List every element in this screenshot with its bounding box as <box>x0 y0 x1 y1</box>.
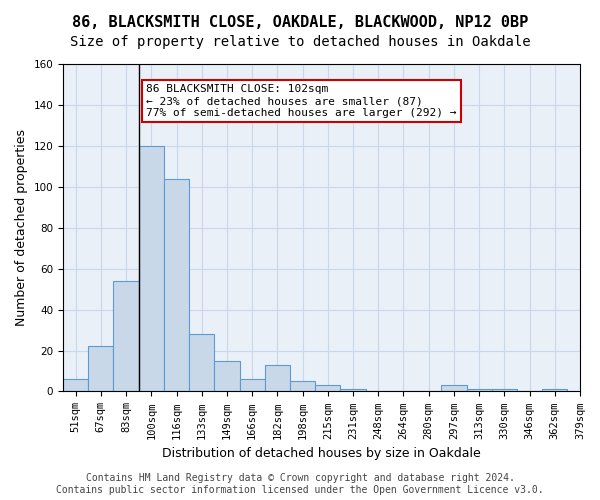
Bar <box>214 360 239 392</box>
Text: 86 BLACKSMITH CLOSE: 102sqm
← 23% of detached houses are smaller (87)
77% of sem: 86 BLACKSMITH CLOSE: 102sqm ← 23% of det… <box>146 84 457 117</box>
Text: 86, BLACKSMITH CLOSE, OAKDALE, BLACKWOOD, NP12 0BP: 86, BLACKSMITH CLOSE, OAKDALE, BLACKWOOD… <box>72 15 528 30</box>
Text: Size of property relative to detached houses in Oakdale: Size of property relative to detached ho… <box>70 35 530 49</box>
Bar <box>265 365 290 392</box>
Bar <box>113 281 139 392</box>
Bar <box>239 379 265 392</box>
Bar <box>315 386 340 392</box>
Y-axis label: Number of detached properties: Number of detached properties <box>15 129 28 326</box>
Bar <box>189 334 214 392</box>
Bar <box>467 390 492 392</box>
Bar <box>290 381 315 392</box>
Bar <box>542 390 568 392</box>
Bar <box>88 346 113 392</box>
Bar <box>492 390 517 392</box>
X-axis label: Distribution of detached houses by size in Oakdale: Distribution of detached houses by size … <box>162 447 481 460</box>
Bar <box>63 379 88 392</box>
Bar <box>139 146 164 392</box>
Bar <box>164 178 189 392</box>
Bar <box>340 390 365 392</box>
Text: Contains HM Land Registry data © Crown copyright and database right 2024.
Contai: Contains HM Land Registry data © Crown c… <box>56 474 544 495</box>
Bar <box>442 386 467 392</box>
